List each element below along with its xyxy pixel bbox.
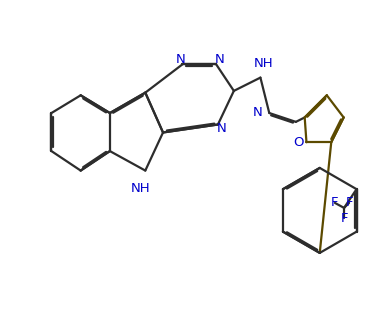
Text: NH: NH — [254, 57, 273, 70]
Text: N: N — [216, 122, 226, 135]
Text: N: N — [176, 53, 186, 66]
Text: NH: NH — [130, 182, 150, 195]
Text: N: N — [253, 106, 262, 119]
Text: F: F — [331, 196, 339, 209]
Text: F: F — [345, 196, 353, 209]
Text: F: F — [340, 212, 348, 225]
Text: O: O — [293, 136, 303, 149]
Text: N: N — [214, 53, 224, 67]
